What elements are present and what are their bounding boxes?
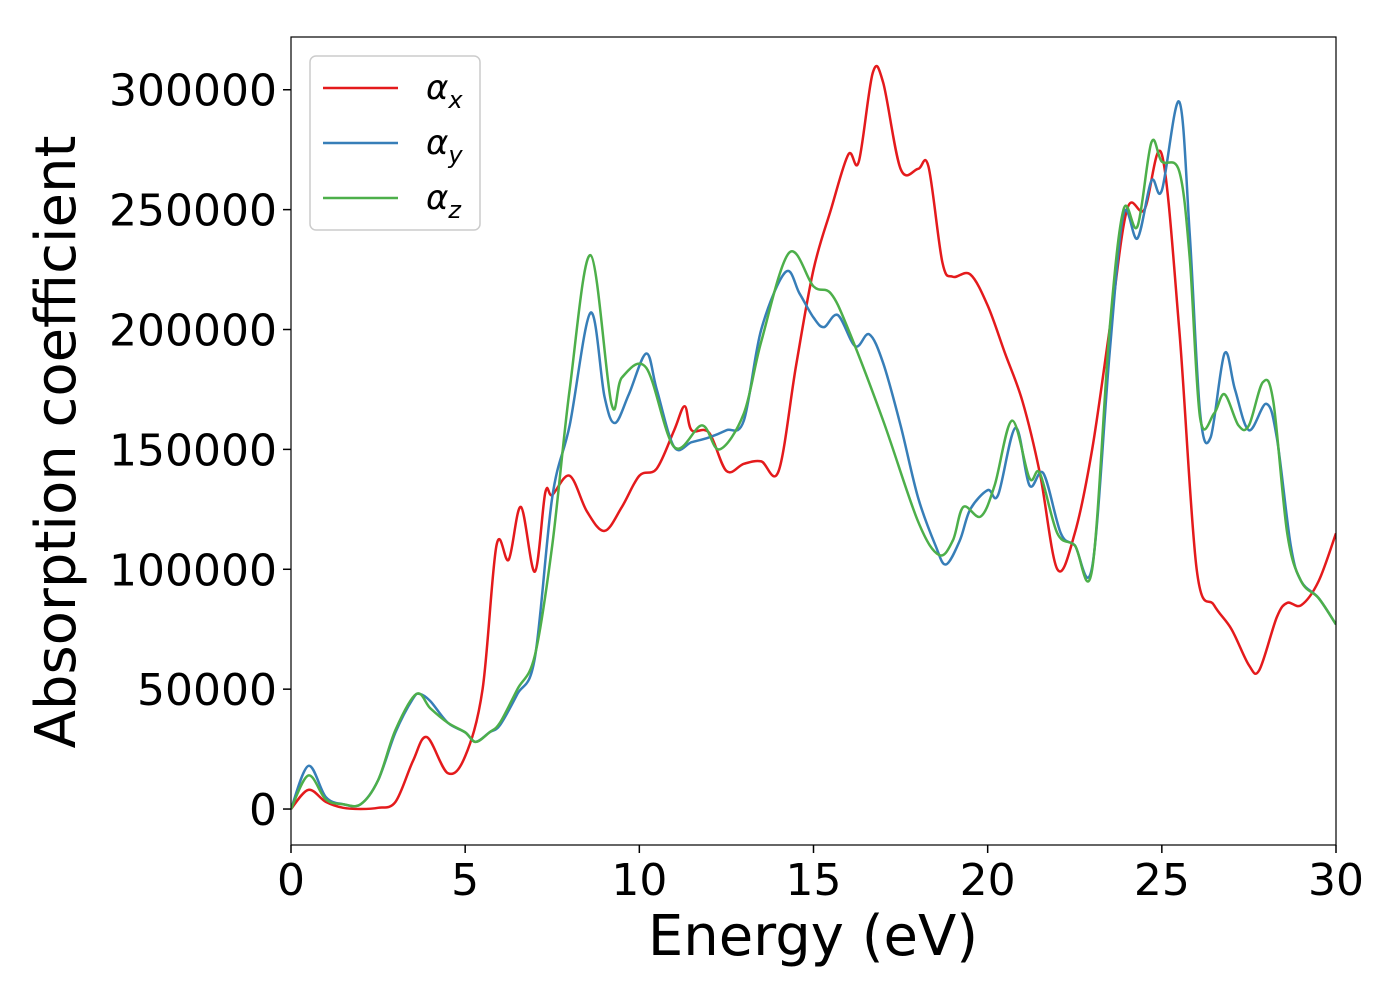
x-tick-label: 10	[611, 855, 667, 906]
y-tick-label: 300000	[109, 66, 277, 117]
y-tick-label: 200000	[109, 306, 277, 357]
legend-label-main: α	[426, 178, 448, 218]
y-tick-label: 0	[249, 785, 277, 836]
x-tick-label: 20	[960, 855, 1016, 906]
y-tick-label: 100000	[109, 545, 277, 596]
legend-label-sub: x	[447, 86, 463, 114]
legend-label-sub: y	[447, 141, 463, 169]
legend-label: αy	[426, 123, 463, 169]
x-tick-label: 5	[451, 855, 479, 906]
y-tick-label: 50000	[137, 665, 277, 716]
legend-label-main: α	[426, 123, 448, 163]
x-axis-label: Energy (eV)	[648, 904, 978, 969]
series-line	[291, 138, 1336, 810]
plot-frame	[290, 36, 1337, 846]
legend-label-sub: z	[447, 196, 462, 224]
y-tick-label: 150000	[109, 425, 277, 476]
series-line	[291, 64, 1336, 811]
y-axis-label: Absorption coefficient	[24, 136, 89, 749]
x-tick-label: 25	[1134, 855, 1190, 906]
legend-label: αz	[426, 178, 462, 224]
x-tick-label: 15	[786, 855, 842, 906]
legend-label-main: α	[426, 68, 448, 108]
x-tick-label: 0	[277, 855, 305, 906]
y-tick-label: 250000	[109, 186, 277, 237]
legend-label: αx	[426, 68, 463, 114]
x-tick-label: 30	[1308, 855, 1364, 906]
